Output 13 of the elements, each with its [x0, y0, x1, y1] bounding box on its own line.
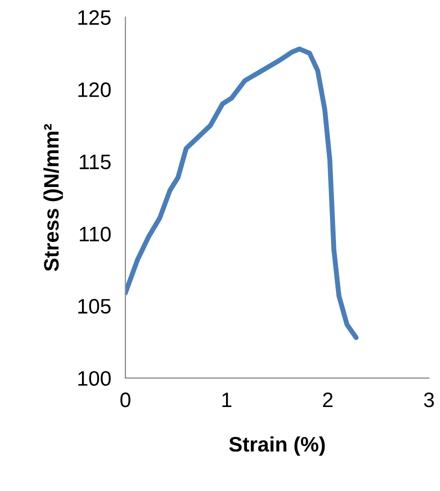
y-tick-label: 110 — [80, 226, 111, 242]
y-tick-label: 105 — [78, 298, 111, 314]
x-tick-label: 0 — [120, 392, 130, 408]
x-axis-title: Strain (%) — [229, 436, 325, 456]
y-tick-label: 100 — [78, 371, 111, 386]
y-tick-label: 115 — [80, 154, 111, 170]
x-tick-label: 2 — [323, 392, 333, 408]
x-tick-label: 3 — [424, 392, 434, 408]
line-series — [125, 46, 359, 340]
x-tick-label: 1 — [222, 392, 232, 408]
y-tick-label: 120 — [78, 82, 111, 98]
y-axis-title: Stress ()N/mm² — [43, 124, 63, 272]
y-tick-label: 125 — [78, 10, 111, 25]
